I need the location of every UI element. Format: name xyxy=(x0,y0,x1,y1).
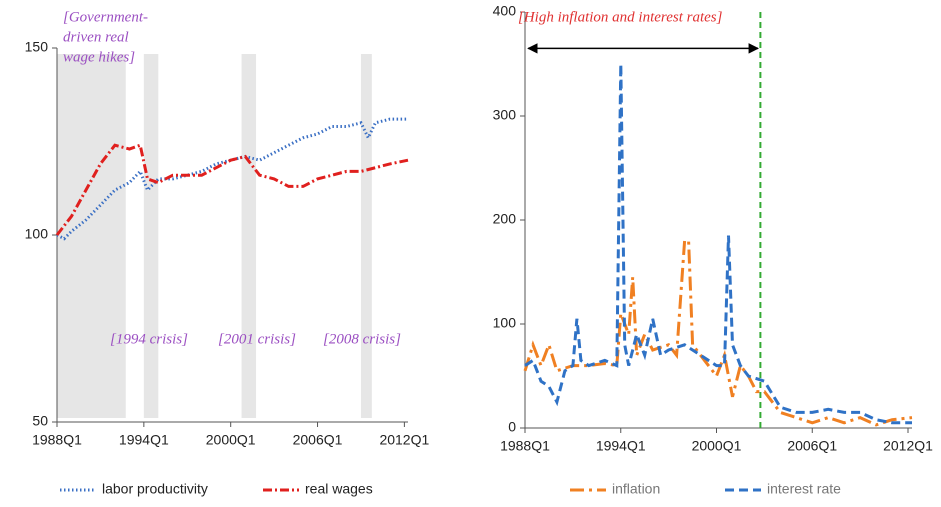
series-line xyxy=(55,143,409,236)
shaded-period xyxy=(241,54,257,418)
x-tick-label: 1988Q1 xyxy=(32,432,82,448)
series-line xyxy=(523,239,913,427)
legend-label: labor productivity xyxy=(102,481,208,497)
x-tick-label: 2006Q1 xyxy=(293,432,343,448)
x-tick-label: 2006Q1 xyxy=(787,438,837,454)
x-tick-label: 2000Q1 xyxy=(692,438,742,454)
series-line xyxy=(524,63,912,425)
legend-label: real wages xyxy=(305,481,373,497)
y-tick-label: 100 xyxy=(493,315,517,331)
x-tick-label: 2012Q1 xyxy=(883,438,933,454)
series-line xyxy=(56,117,408,241)
x-tick-label: 1994Q1 xyxy=(596,438,646,454)
y-tick-label: 50 xyxy=(32,413,48,429)
y-tick-label: 300 xyxy=(493,107,517,123)
y-tick-label: 100 xyxy=(25,226,49,242)
annotation: [2001 crisis] xyxy=(218,331,296,347)
y-tick-label: 400 xyxy=(493,3,517,19)
y-tick-label: 200 xyxy=(493,211,517,227)
shaded-period xyxy=(143,54,159,418)
annotation: [2008 crisis] xyxy=(323,331,401,347)
annotation: [High inflation and interest rates] xyxy=(518,9,723,25)
x-tick-label: 2000Q1 xyxy=(206,432,256,448)
shaded-period xyxy=(360,54,372,418)
legend-label: inflation xyxy=(612,481,660,497)
y-tick-label: 150 xyxy=(25,39,49,55)
x-tick-label: 2012Q1 xyxy=(379,432,429,448)
annotation: driven real xyxy=(63,29,129,45)
x-tick-label: 1988Q1 xyxy=(500,438,550,454)
y-tick-label: 0 xyxy=(508,419,516,435)
x-tick-label: 1994Q1 xyxy=(119,432,169,448)
annotation: wage hikes] xyxy=(63,49,135,65)
annotation: [Government- xyxy=(63,9,148,25)
legend-label: interest rate xyxy=(767,481,841,497)
annotation: [1994 crisis] xyxy=(110,331,188,347)
